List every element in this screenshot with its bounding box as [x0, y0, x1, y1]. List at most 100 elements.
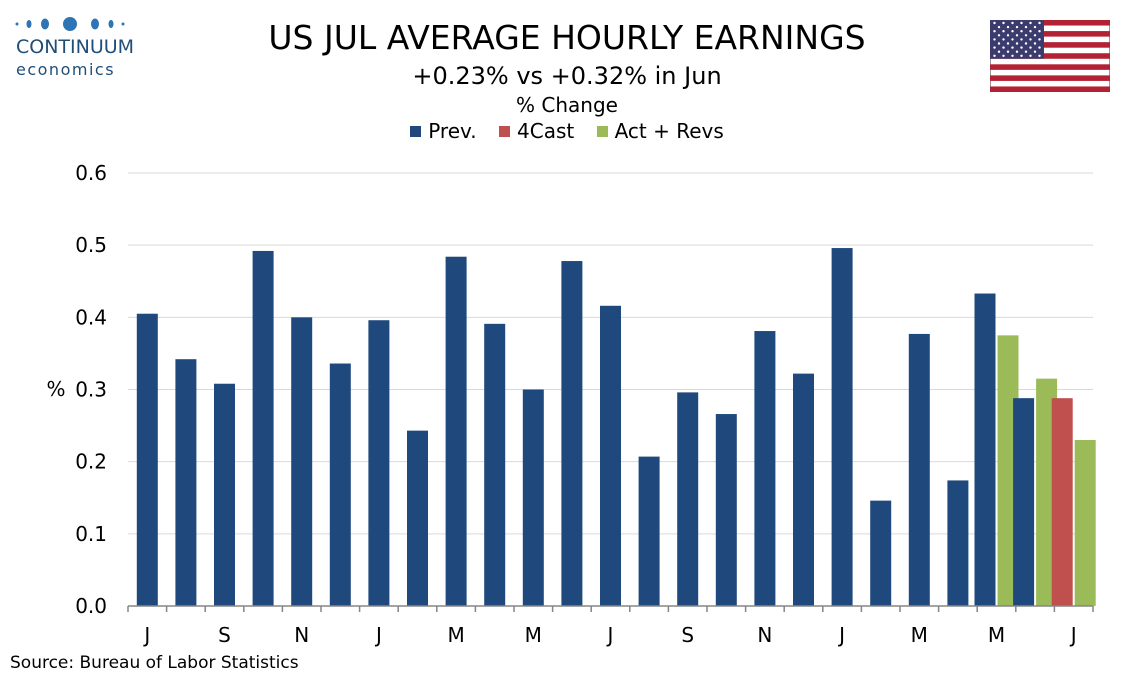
bar-prev [291, 317, 313, 606]
x-tick-label: S [218, 623, 231, 647]
bar-prev [638, 456, 660, 606]
bar-prev [1013, 398, 1035, 606]
flag-star [1006, 42, 1010, 45]
bar-prev [407, 430, 428, 606]
bar-prev [522, 389, 544, 606]
flag-star [997, 50, 1001, 53]
bar-prev [947, 480, 969, 606]
flag-star [1011, 38, 1014, 41]
flag-star [1020, 46, 1023, 49]
flag-star [993, 30, 996, 33]
flag-star [1038, 54, 1041, 57]
flag-star [1011, 46, 1014, 49]
x-tick-label: M [911, 623, 928, 647]
flag-star [1020, 54, 1023, 57]
flag-star [1024, 50, 1028, 53]
y-axis-ticks: 0.0 0.1 0.2 0.3 0.4 0.5 0.6 [75, 161, 107, 618]
flag-star [1002, 54, 1005, 57]
flag-star [1015, 42, 1019, 45]
bar-prev [974, 293, 996, 606]
flag-star [993, 21, 996, 25]
flag-star [1020, 38, 1023, 41]
legend-item-4cast: 4Cast [499, 119, 574, 143]
chart-subtitle: +0.23% vs +0.32% in Jun [412, 62, 722, 90]
flag-star [1029, 54, 1032, 57]
x-tick-label: N [757, 623, 772, 647]
flag-star [1024, 42, 1028, 45]
bar-prev [908, 333, 930, 606]
flag-star [1029, 46, 1032, 49]
chart-units: % Change [516, 93, 618, 117]
flag-star [1038, 30, 1041, 33]
bar-prev [677, 392, 699, 606]
bar-prev [214, 383, 235, 606]
flag-star [1033, 42, 1037, 45]
flag-star [1033, 25, 1037, 29]
bar-prev [831, 248, 853, 606]
flag-star [1002, 30, 1005, 33]
legend-label-prev: Prev. [428, 119, 477, 143]
flag-star [1038, 21, 1041, 25]
bar-prev [175, 359, 197, 606]
legend-swatch-4cast [499, 126, 510, 137]
flag-star [1015, 50, 1019, 53]
x-tick-label: J [142, 623, 150, 647]
flag-star [1033, 34, 1037, 37]
legend-label-act-revs: Act + Revs [614, 119, 724, 143]
flag-star [993, 46, 996, 49]
flag-star [1024, 25, 1028, 29]
y-tick-label: 0.2 [75, 450, 107, 474]
flag-star [997, 42, 1001, 45]
chart-legend: Prev. 4Cast Act + Revs [0, 119, 1134, 143]
logo-subtitle: economics [16, 60, 116, 79]
flag-star [1029, 38, 1032, 41]
bar-prev [793, 373, 814, 606]
bar-prev [870, 500, 892, 606]
bar-prev [600, 305, 621, 606]
flag-star [1038, 38, 1041, 41]
logo-dots-icon [15, 17, 125, 31]
y-tick-label: 0.3 [75, 378, 107, 402]
flag-star [1006, 25, 1010, 29]
x-tick-label: J [374, 623, 382, 647]
us-flag-icon [990, 20, 1110, 92]
bar-prev [252, 250, 274, 606]
x-tick-label: J [837, 623, 845, 647]
bar-prev [445, 256, 467, 606]
y-tick-label: 0.5 [75, 233, 107, 257]
logo-name: CONTINUUM [16, 36, 135, 58]
bar-4cast [1051, 398, 1073, 606]
flag-star [1015, 25, 1019, 29]
flag-star [993, 54, 996, 57]
legend-label-4cast: 4Cast [517, 119, 575, 143]
legend-item-act-revs: Act + Revs [596, 119, 724, 143]
source-note: Source: Bureau of Labor Statistics [10, 653, 299, 673]
bar-prev [368, 320, 390, 606]
legend-swatch-act-revs [596, 126, 608, 137]
y-axis-label: % [46, 377, 65, 401]
bars [136, 248, 1096, 606]
bar-prev [561, 261, 583, 606]
flag-star [997, 34, 1001, 37]
flag-star [1006, 34, 1010, 37]
flag-star [1006, 50, 1010, 53]
flag-star [1020, 30, 1023, 33]
x-tick-label: N [294, 623, 309, 647]
bar-prev [754, 331, 776, 606]
flag-star [1015, 34, 1019, 37]
flag-star [1029, 21, 1032, 25]
flag-star [997, 25, 1001, 29]
flag-star [1002, 38, 1005, 41]
chart-title: US JUL AVERAGE HOURLY EARNINGS [268, 18, 866, 57]
y-tick-label: 0.0 [75, 594, 107, 618]
flag-star [1002, 21, 1005, 25]
flag-star [1011, 30, 1014, 33]
bar-prev [329, 363, 351, 606]
x-tick-label: S [681, 623, 694, 647]
bar-prev [715, 414, 737, 606]
x-tick-label: M [525, 623, 542, 647]
bar-prev [136, 313, 158, 606]
bar-act-revs [1074, 440, 1096, 606]
flag-star [1038, 46, 1041, 49]
